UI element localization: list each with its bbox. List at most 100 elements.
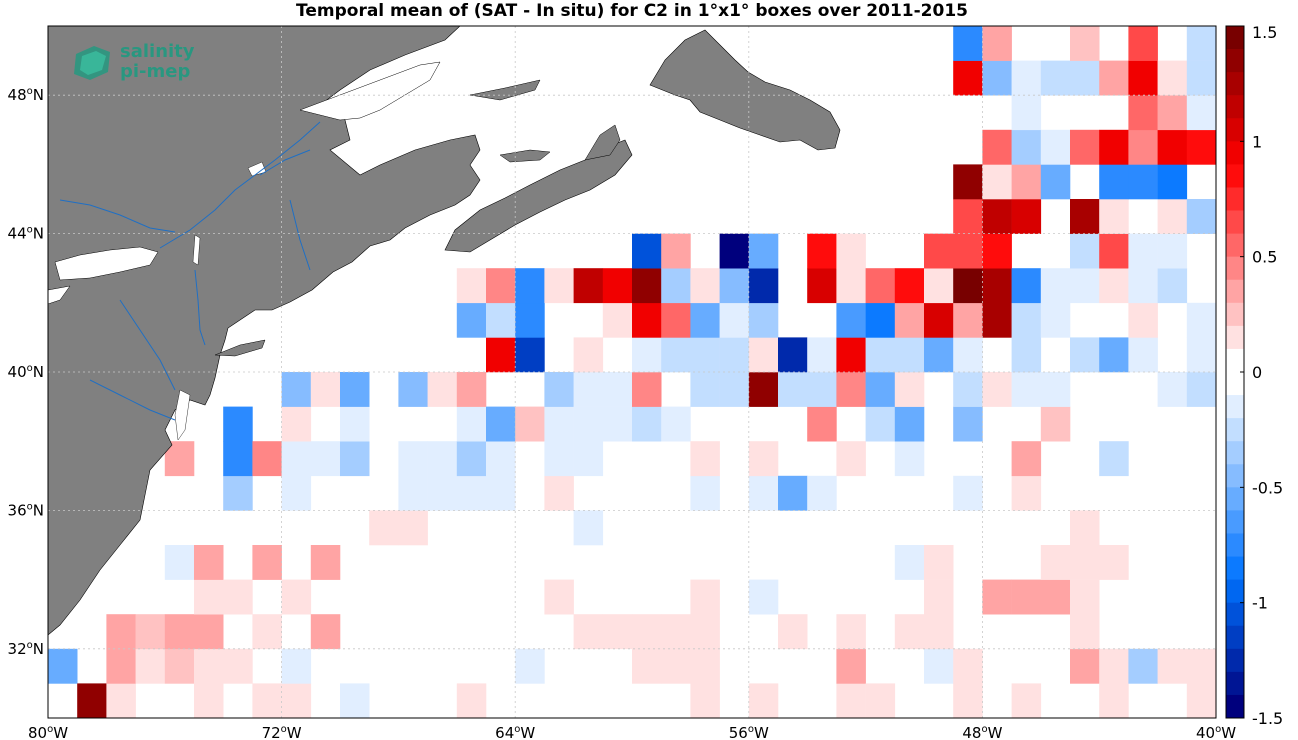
heatmap-cell xyxy=(1070,614,1100,650)
heatmap-cell xyxy=(632,302,662,338)
heatmap-cell xyxy=(602,614,633,650)
heatmap-cell xyxy=(836,268,866,304)
heatmap-cell xyxy=(1128,129,1158,165)
colorbar-segment xyxy=(1226,395,1244,419)
heatmap-cell xyxy=(515,648,545,684)
colorbar-tick-label: 0.5 xyxy=(1252,248,1277,267)
heatmap-cell xyxy=(223,648,253,684)
heatmap-cell xyxy=(632,648,662,684)
colorbar-segment xyxy=(1226,141,1244,165)
heatmap-cell xyxy=(1040,545,1071,580)
heatmap-cell xyxy=(982,199,1012,234)
heatmap-cell xyxy=(1011,683,1042,718)
north-america-landmass xyxy=(48,26,481,636)
colorbar-tick-label: -1.5 xyxy=(1252,709,1283,728)
colorbar-segment xyxy=(1226,95,1244,119)
heatmap-cell xyxy=(106,614,136,650)
heatmap-cell xyxy=(894,441,925,477)
heatmap-cell xyxy=(661,648,691,684)
ottawa-river xyxy=(59,199,176,233)
heatmap-cell xyxy=(1011,441,1042,477)
heatmap-cell xyxy=(690,302,720,338)
lon-tick-labels: 80oW 72oW 64oW 56oW 48oW 40oW xyxy=(28,724,1236,740)
heatmap-cell xyxy=(690,683,720,718)
heatmap-cell xyxy=(544,441,574,477)
heatmap-cell xyxy=(194,579,224,615)
colorbar-segment xyxy=(1226,72,1244,96)
heatmap-cell xyxy=(748,302,779,338)
lon-tick-label: 48oW xyxy=(962,724,1002,740)
heatmap-cell xyxy=(894,614,925,650)
colorbar-tick-label: 1.5 xyxy=(1252,23,1277,42)
colorbar-segment xyxy=(1226,556,1244,580)
heatmap-cell xyxy=(1128,26,1158,61)
heatmap-cell xyxy=(953,268,983,304)
heatmap-cell xyxy=(1186,26,1216,61)
heatmap-cell xyxy=(1186,372,1216,407)
colorbar-segment xyxy=(1226,694,1244,719)
heatmap-cell xyxy=(1099,60,1129,96)
heatmap-cell xyxy=(281,441,312,477)
heatmap-cell xyxy=(836,648,866,684)
heatmap-cell xyxy=(1011,372,1042,407)
heatmap-cell xyxy=(194,683,224,718)
heatmap-cell xyxy=(602,302,633,338)
heatmap-cell xyxy=(1011,164,1042,200)
heatmap-cell xyxy=(1070,199,1100,234)
lat-tick-label: 44oN xyxy=(8,225,44,243)
colorbar-tick-label: -1 xyxy=(1252,594,1268,613)
colorbar-segment xyxy=(1226,348,1244,373)
heatmap-cell xyxy=(1157,129,1188,165)
heatmap-cell xyxy=(1157,372,1188,407)
heatmap-cell xyxy=(573,337,604,373)
heatmap-cell xyxy=(573,510,604,546)
heatmap-cell xyxy=(1099,683,1129,718)
maine-river xyxy=(289,199,311,271)
heatmap-cell xyxy=(982,60,1012,96)
heatmap-cell xyxy=(1040,164,1071,200)
heatmap-cell xyxy=(807,337,837,373)
heatmap-cell xyxy=(982,233,1012,269)
heatmap-cell xyxy=(836,233,866,269)
lat-tick-label: 36oN xyxy=(8,501,44,519)
chart-title: Temporal mean of (SAT - In situ) for C2 … xyxy=(296,1,968,21)
heatmap-cell xyxy=(632,233,662,269)
heatmap-cell xyxy=(310,545,341,580)
heatmap-cell xyxy=(1011,129,1042,165)
lat-tick-label: 40oN xyxy=(8,363,44,381)
heatmap-cell xyxy=(486,337,516,373)
heatmap-cell xyxy=(1099,199,1129,234)
colorbar-segment xyxy=(1226,487,1244,511)
heatmap-cell xyxy=(1040,579,1071,615)
heatmap-cell xyxy=(486,268,516,304)
heatmap-cell xyxy=(544,579,574,615)
st-lawrence-gulf xyxy=(299,61,441,121)
heatmap-cell xyxy=(310,441,341,477)
heatmap-cell xyxy=(1070,129,1100,165)
heatmap-cell xyxy=(807,372,837,407)
heatmap-cell xyxy=(486,441,516,477)
colorbar-tick-label: -0.5 xyxy=(1252,478,1283,497)
heatmap-cell xyxy=(748,372,779,407)
heatmap-cell xyxy=(1011,475,1042,511)
heatmap-cell xyxy=(602,406,633,442)
colorbar-tick-labels: 1.5 1 0.5 0 -0.5 -1 -1.5 xyxy=(1240,23,1283,728)
heatmap-cell xyxy=(486,302,516,338)
heatmap-cell xyxy=(690,579,720,615)
heatmap-cell xyxy=(252,614,282,650)
heatmap-cell xyxy=(982,164,1012,200)
heatmap-cell xyxy=(807,406,837,442)
map-frame xyxy=(47,25,1217,719)
colorbar-segment xyxy=(1226,671,1244,696)
heatmap-cell xyxy=(77,683,107,718)
long-island xyxy=(214,339,266,357)
heatmap-cell xyxy=(865,372,896,407)
colorbar-segment xyxy=(1226,441,1244,465)
heatmap-cell xyxy=(836,683,866,718)
heatmap-cell xyxy=(281,372,312,407)
heatmap-cell xyxy=(456,372,487,407)
lake-st-john xyxy=(247,161,267,177)
heatmap-cell xyxy=(661,337,691,373)
heatmap-cell xyxy=(1011,302,1042,338)
colorbar-segment xyxy=(1226,256,1244,281)
